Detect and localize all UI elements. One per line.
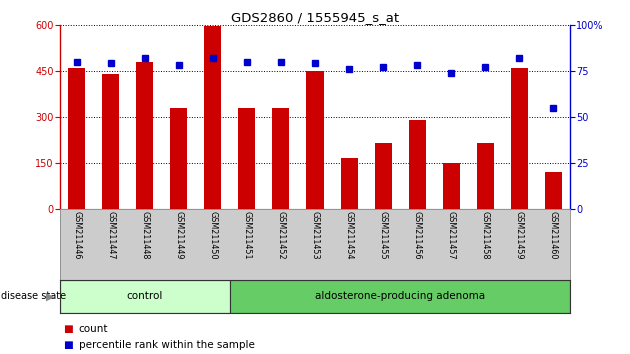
Text: GSM211452: GSM211452	[277, 211, 285, 259]
Text: GSM211460: GSM211460	[549, 211, 558, 259]
Bar	[272, 108, 289, 209]
Text: percentile rank within the sample: percentile rank within the sample	[79, 340, 255, 350]
Text: GSM211456: GSM211456	[413, 211, 421, 259]
Bar	[102, 74, 119, 209]
Bar	[340, 158, 358, 209]
Text: GSM211450: GSM211450	[209, 211, 217, 259]
Text: aldosterone-producing adenoma: aldosterone-producing adenoma	[315, 291, 485, 302]
Text: ▶: ▶	[46, 291, 54, 302]
Bar	[374, 143, 391, 209]
Text: GSM211447: GSM211447	[106, 211, 115, 259]
Bar	[69, 68, 86, 209]
Bar	[510, 68, 528, 209]
Bar	[230, 280, 570, 313]
Bar	[238, 108, 256, 209]
Bar	[408, 120, 425, 209]
Text: GSM211454: GSM211454	[345, 211, 353, 259]
Text: GSM211449: GSM211449	[175, 211, 183, 259]
Text: GSM211448: GSM211448	[140, 211, 149, 259]
Text: count: count	[79, 324, 108, 333]
Bar	[60, 280, 230, 313]
Bar	[204, 26, 222, 209]
Bar	[544, 172, 561, 209]
Text: GSM211457: GSM211457	[447, 211, 455, 259]
Text: GSM211455: GSM211455	[379, 211, 387, 259]
Text: ■: ■	[63, 340, 72, 350]
Text: control: control	[127, 291, 163, 302]
Bar	[170, 108, 188, 209]
Text: GSM211453: GSM211453	[311, 211, 319, 259]
Bar	[476, 143, 494, 209]
Text: GSM211446: GSM211446	[72, 211, 81, 259]
Text: GSM211459: GSM211459	[515, 211, 524, 259]
Text: disease state: disease state	[1, 291, 66, 302]
Bar	[306, 71, 324, 209]
Text: GSM211458: GSM211458	[481, 211, 490, 259]
Text: GSM211451: GSM211451	[243, 211, 251, 259]
Title: GDS2860 / 1555945_s_at: GDS2860 / 1555945_s_at	[231, 11, 399, 24]
Text: ■: ■	[63, 324, 72, 333]
Bar	[442, 163, 459, 209]
Bar	[136, 62, 153, 209]
